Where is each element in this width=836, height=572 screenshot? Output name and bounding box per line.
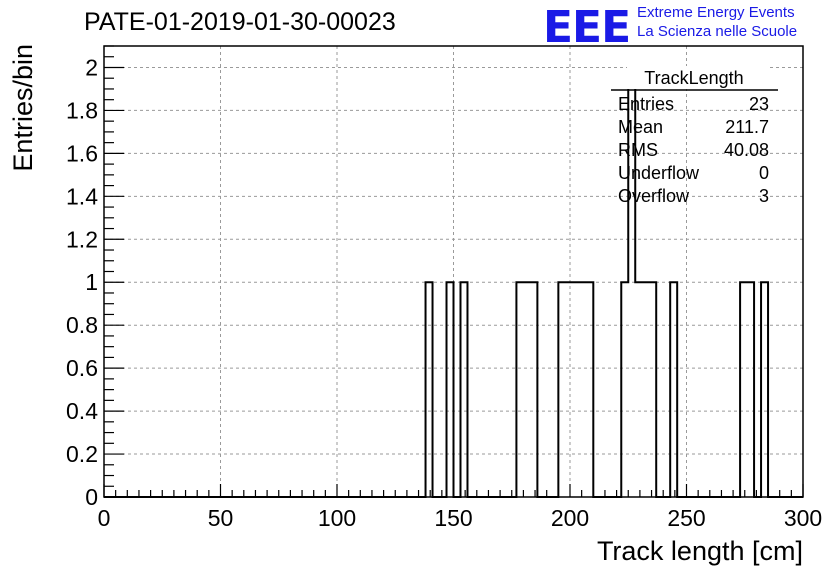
stats-value: 211.7	[725, 117, 769, 137]
y-tick-label: 1.4	[66, 183, 98, 209]
stats-label: Overflow	[618, 186, 690, 206]
histogram-bin	[572, 282, 579, 497]
x-tick-label: 300	[784, 505, 822, 531]
histogram-bin	[670, 282, 677, 497]
histogram-bin	[523, 282, 530, 497]
stats-label: Entries	[618, 94, 674, 114]
stats-header-bg	[627, 66, 769, 89]
x-tick-label: 0	[98, 505, 111, 531]
histogram-bin	[426, 282, 433, 497]
stats-value: 23	[749, 94, 769, 114]
histogram-bin	[586, 282, 593, 497]
x-tick-label: 200	[551, 505, 589, 531]
chart-title: PATE-01-2019-01-30-00023	[84, 8, 396, 36]
y-tick-label: 0	[85, 484, 98, 510]
x-tick-label: 250	[667, 505, 705, 531]
y-tick-label: 1.8	[66, 97, 98, 123]
y-tick-label: 0.6	[66, 355, 98, 381]
y-tick-label: 1	[85, 269, 98, 295]
x-axis-label: Track length [cm]	[597, 536, 803, 566]
histogram-bin	[530, 282, 537, 497]
histogram-bin	[747, 282, 754, 497]
logo-text: Extreme Energy Events La Scienza nelle S…	[637, 3, 797, 41]
histogram-bin	[516, 282, 523, 497]
histogram-bin	[740, 282, 747, 497]
logo-line-2: La Scienza nelle Scuole	[637, 23, 798, 40]
histogram-bin	[621, 282, 628, 497]
stats-value: 3	[759, 186, 769, 206]
stats-name: TrackLength	[644, 68, 743, 88]
histogram-bin	[635, 282, 642, 497]
stats-label: Mean	[618, 117, 663, 137]
stats-label: Underflow	[618, 163, 700, 183]
y-tick-label: 0.4	[66, 398, 98, 424]
logo-line-1: Extreme Energy Events	[637, 4, 795, 21]
histogram-bin	[649, 282, 656, 497]
y-tick-label: 1.6	[66, 140, 98, 166]
histogram-bin	[558, 282, 565, 497]
y-tick-label: 1.2	[66, 226, 98, 252]
x-tick-label: 150	[434, 505, 472, 531]
stats-label: RMS	[618, 140, 658, 160]
histogram-bin	[579, 282, 586, 497]
y-tick-label: 2	[85, 54, 98, 80]
y-axis-label: Entries/bin	[8, 44, 38, 172]
histogram-bin	[565, 282, 572, 497]
eee-logo: EEE	[543, 2, 631, 53]
x-tick-label: 50	[208, 505, 234, 531]
histogram-bin	[642, 282, 649, 497]
histogram-bin	[761, 282, 768, 497]
histogram-bin	[447, 282, 454, 497]
axes: 0 50 100 150 200 250 300 0 0.2 0.4 0.6 0.8 1 1.2 1.4 1.…	[8, 44, 822, 566]
y-tick-label: 0.2	[66, 441, 98, 467]
histogram-bin	[460, 282, 467, 497]
x-tick-label: 100	[318, 505, 356, 531]
stats-value: 40.08	[724, 140, 769, 160]
stats-box: TrackLength Entries 23 Mean 211.7 RMS 40.08 Und…	[611, 66, 778, 206]
y-tick-label: 0.8	[66, 312, 98, 338]
stats-value: 0	[759, 163, 769, 183]
